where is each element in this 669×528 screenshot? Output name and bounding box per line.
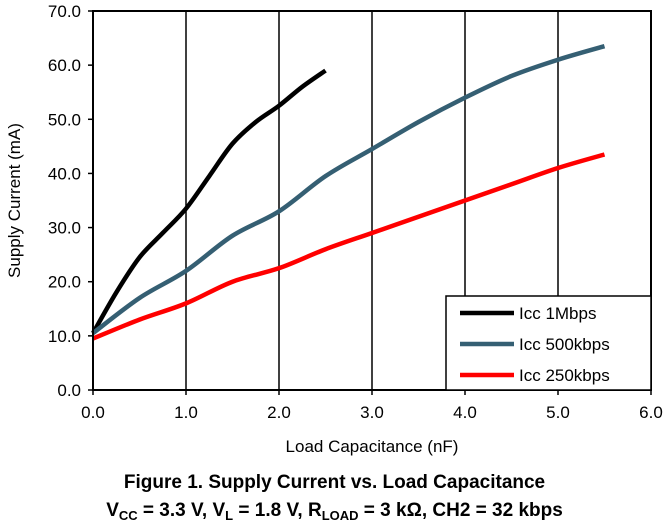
x-axis-label: Load Capacitance (nF): [286, 437, 459, 456]
series-lines: [91, 44, 606, 341]
x-tick-label: 3.0: [360, 403, 384, 422]
series-line-1: [91, 44, 606, 335]
series-line-2: [92, 152, 606, 341]
legend-label: Icc 1Mbps: [519, 304, 596, 323]
subtitle-subscript: CC: [118, 508, 138, 523]
subtitle-text: = 3 kΩ, CH2 = 32 kbps: [358, 500, 563, 521]
x-tick-label: 0.0: [81, 403, 105, 422]
y-tick-label: 60.0: [48, 56, 81, 75]
x-tick-label: 2.0: [267, 403, 291, 422]
figure-subtitle: VCC = 3.3 V, VL = 1.8 V, RLOAD = 3 kΩ, C…: [0, 500, 669, 523]
y-axis-label: Supply Current (mA): [5, 123, 24, 278]
y-tick-label: 30.0: [48, 219, 81, 238]
subtitle-subscript: LOAD: [321, 508, 359, 523]
subtitle-text: V: [106, 500, 119, 521]
y-tick-label: 50.0: [48, 110, 81, 129]
y-tick-label: 40.0: [48, 164, 81, 183]
series-line-0: [91, 68, 327, 335]
legend-label: Icc 250kbps: [519, 366, 610, 385]
x-tick-label: 1.0: [174, 403, 198, 422]
y-tick-label: 70.0: [48, 2, 81, 21]
y-tick-label: 20.0: [48, 273, 81, 292]
legend-label: Icc 500kbps: [519, 335, 610, 354]
y-tick-label: 10.0: [48, 327, 81, 346]
x-tick-label: 4.0: [453, 403, 477, 422]
figure-title: Figure 1. Supply Current vs. Load Capaci…: [123, 472, 546, 493]
subtitle-subscript: L: [225, 508, 234, 523]
x-tick-label: 5.0: [546, 403, 570, 422]
x-tick-label: 6.0: [639, 403, 663, 422]
subtitle-text: = 1.8 V, R: [233, 500, 322, 521]
y-tick-label: 0.0: [57, 381, 81, 400]
subtitle-text: = 3.3 V, V: [137, 500, 226, 521]
legend: Icc 1Mbps Icc 500kbps Icc 250kbps: [445, 295, 652, 391]
supply-current-chart: 0.0 1.0 2.0 3.0 4.0 5.0 6.0 0.0 10.0 20.0 30.0 40.0…: [5, 2, 663, 456]
axis-ticks: 0.0 1.0 2.0 3.0 4.0 5.0 6.0 0.0 10.0 20.0 30.0 40.0…: [48, 2, 663, 422]
